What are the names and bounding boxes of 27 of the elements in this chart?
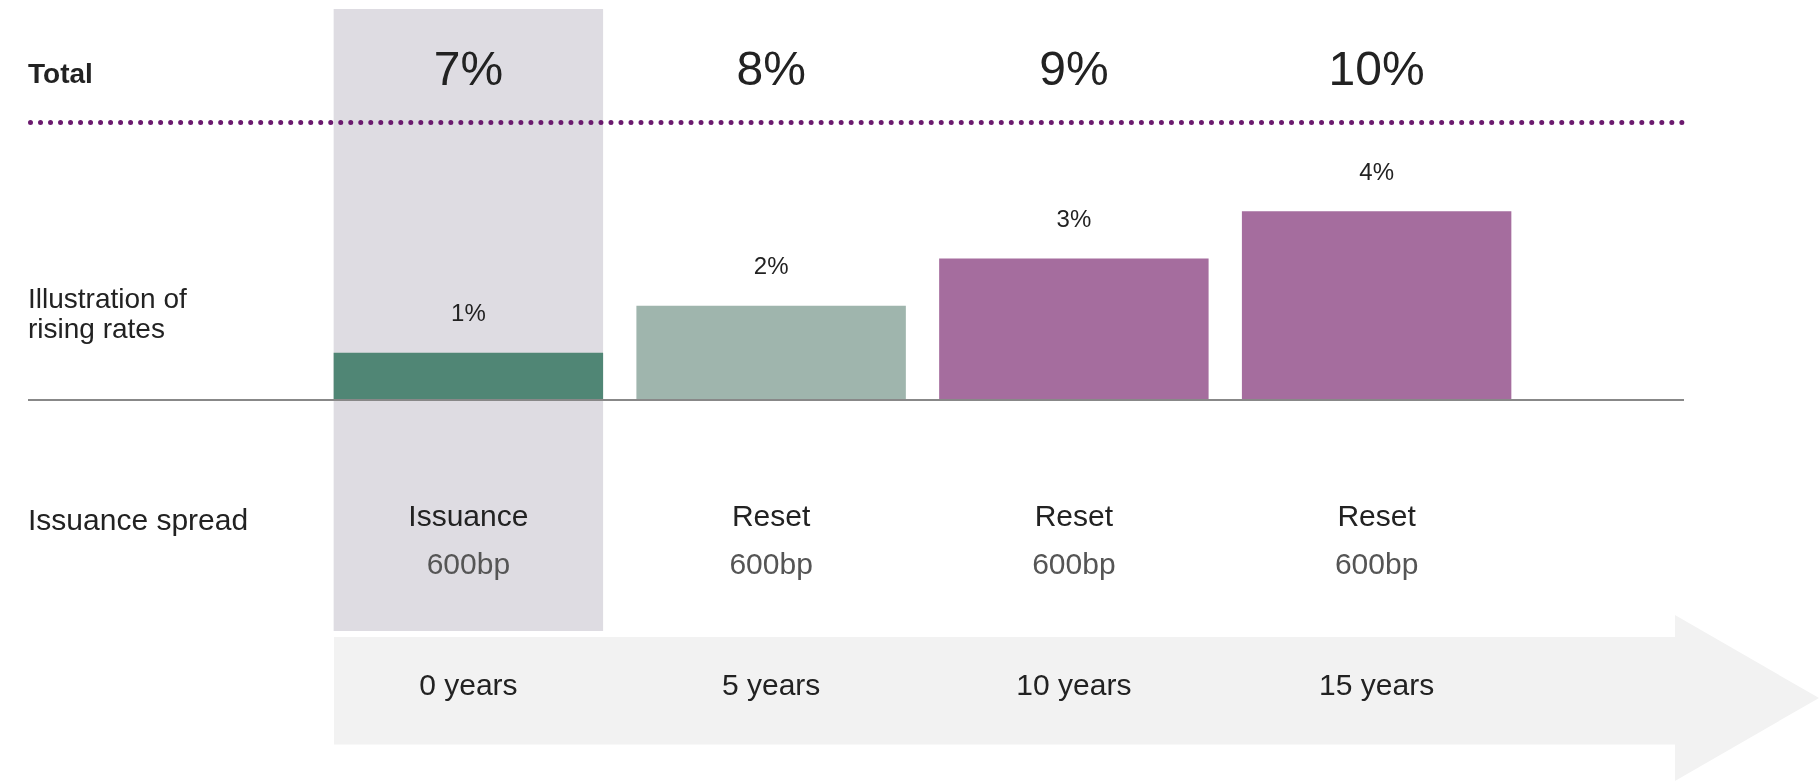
text: 600bp (1334, 547, 1419, 581)
x-tick-label: 10 years (1016, 668, 1132, 702)
text: 7% (433, 42, 504, 96)
x-tick-label: 0 years (419, 668, 518, 702)
text: 600bp (729, 547, 813, 581)
text: Reset (1034, 499, 1114, 533)
x-tick-label: 15 years (1319, 668, 1435, 702)
text: 9% (1039, 42, 1109, 96)
text: Issuance spread (28, 503, 249, 537)
data-label: 1% (451, 299, 486, 327)
text: 600bp (1032, 547, 1116, 581)
bar (333, 352, 604, 400)
data-label: 2% (753, 252, 789, 280)
text: 8% (736, 42, 806, 96)
data-label: 4% (1359, 157, 1394, 185)
y-axis-title: Illustration of rising rates (28, 282, 187, 344)
text: Reset (731, 499, 811, 533)
bar (939, 258, 1209, 400)
text: Issuance (408, 499, 529, 533)
text: Total (28, 57, 93, 89)
text: 600bp (426, 547, 511, 581)
bar (1241, 211, 1512, 400)
bar (636, 305, 906, 400)
x-tick-label: 5 years (721, 668, 821, 702)
text: Reset (1337, 499, 1417, 533)
text: 10% (1328, 42, 1425, 96)
data-label: 3% (1056, 205, 1092, 233)
